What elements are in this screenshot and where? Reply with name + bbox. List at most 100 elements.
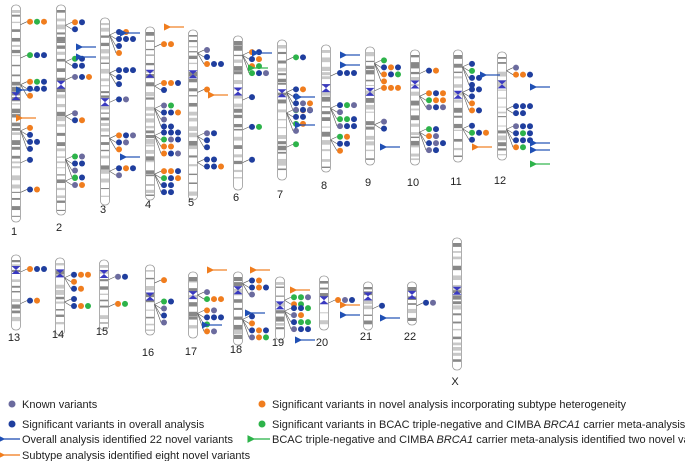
band — [189, 88, 197, 92]
variant-dot — [298, 326, 304, 333]
variant-dot — [476, 129, 482, 136]
band — [57, 77, 65, 82]
band — [453, 251, 461, 253]
band — [57, 174, 65, 176]
band — [101, 27, 109, 32]
band — [100, 293, 108, 295]
band — [12, 114, 20, 118]
connector — [506, 108, 514, 114]
variant-dot — [34, 85, 40, 92]
variant-dot — [211, 163, 217, 170]
connector — [462, 125, 470, 130]
connector — [154, 173, 162, 179]
band — [12, 191, 20, 193]
band — [454, 84, 462, 88]
band — [454, 123, 462, 129]
variant-dot — [72, 175, 78, 182]
connector — [419, 131, 427, 137]
variant-dot — [433, 90, 439, 97]
variant-dot — [469, 100, 475, 107]
band — [101, 42, 109, 47]
band — [12, 304, 20, 309]
variant-dot — [395, 84, 401, 91]
band — [322, 72, 330, 76]
chromosome-label: 9 — [365, 177, 371, 189]
connector — [109, 99, 117, 103]
band — [234, 66, 242, 71]
connector — [374, 87, 382, 92]
variant-dot — [513, 123, 519, 130]
variant-dot — [168, 168, 174, 175]
band — [57, 36, 65, 42]
variant-dot — [168, 41, 174, 48]
connector — [242, 319, 250, 324]
variant-dot — [256, 123, 262, 130]
centromere — [99, 270, 109, 278]
variant-dot — [527, 137, 533, 144]
variant-dot — [305, 294, 311, 301]
connector — [284, 310, 292, 316]
band — [498, 71, 506, 77]
variant-dot — [433, 140, 439, 147]
band — [12, 81, 20, 86]
band — [234, 114, 242, 119]
variant-dot — [72, 19, 78, 26]
variant-dot — [293, 120, 299, 127]
variant-dot — [34, 52, 40, 59]
band — [12, 122, 20, 127]
band — [411, 77, 419, 82]
connector — [374, 124, 382, 129]
connector — [197, 136, 205, 148]
connector — [65, 177, 73, 182]
band — [12, 49, 20, 54]
variant-dot — [423, 299, 429, 306]
band — [146, 62, 154, 66]
legend-label: Overall analysis identified 22 novel var… — [22, 434, 233, 446]
band — [276, 310, 284, 314]
connector — [416, 302, 424, 307]
connector — [64, 277, 72, 283]
band — [411, 62, 419, 68]
connector — [242, 319, 250, 338]
variant-dot — [527, 71, 533, 78]
variant-dot — [337, 109, 343, 116]
variant-dot — [116, 96, 122, 103]
band — [364, 299, 372, 305]
band — [411, 100, 419, 106]
connector — [419, 131, 427, 144]
variant-dot — [483, 129, 489, 136]
centromere — [145, 292, 155, 301]
band — [101, 135, 109, 137]
legend-label-part: carrier meta-analysis — [580, 419, 685, 431]
band — [101, 112, 109, 114]
connector — [328, 299, 336, 304]
connector — [506, 125, 514, 130]
connector — [462, 128, 470, 140]
variant-dot — [168, 109, 174, 116]
band — [189, 78, 197, 83]
band — [453, 346, 461, 351]
connector — [154, 105, 162, 109]
variant-dot — [256, 56, 262, 63]
variant-dot — [123, 96, 129, 103]
variant-dot — [349, 297, 355, 304]
band — [12, 184, 20, 189]
variant-dot — [175, 129, 181, 136]
connector — [242, 126, 250, 131]
variant-dot — [263, 70, 269, 77]
legend: Known variants Significant variants in o… — [0, 399, 685, 461]
variant-dot — [85, 271, 91, 278]
band — [100, 265, 108, 268]
band — [57, 45, 65, 49]
band — [498, 89, 506, 91]
band — [453, 313, 461, 316]
band — [56, 314, 64, 317]
connector — [154, 304, 162, 309]
variant-dot — [469, 93, 475, 100]
connector — [154, 108, 162, 120]
variant-dot — [256, 277, 262, 284]
variant-dot — [168, 150, 174, 157]
variant-dot — [204, 321, 210, 328]
variant-dot — [204, 314, 210, 321]
band — [234, 103, 242, 108]
